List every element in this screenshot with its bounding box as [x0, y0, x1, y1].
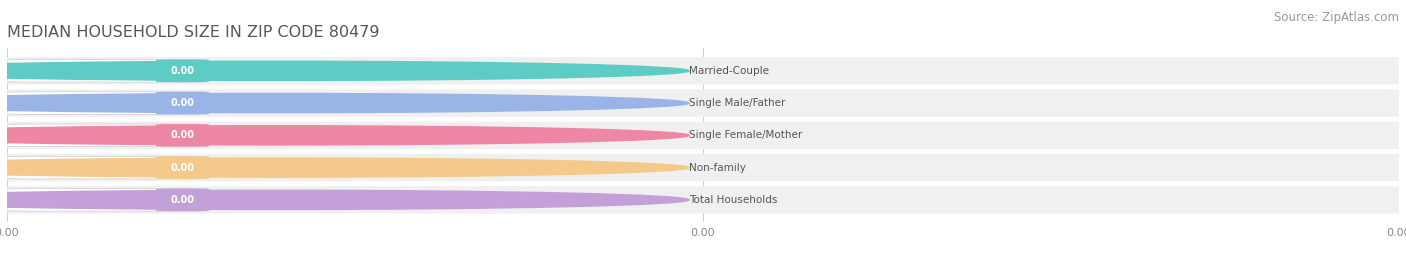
FancyBboxPatch shape	[7, 59, 209, 82]
FancyBboxPatch shape	[7, 154, 1399, 181]
Text: 0.00: 0.00	[170, 66, 194, 76]
Circle shape	[0, 94, 689, 113]
Text: 0.00: 0.00	[170, 163, 194, 173]
Text: 0.00: 0.00	[170, 195, 194, 205]
Text: Source: ZipAtlas.com: Source: ZipAtlas.com	[1274, 11, 1399, 24]
Text: 0.00: 0.00	[170, 130, 194, 140]
FancyBboxPatch shape	[7, 92, 209, 114]
Text: Single Male/Father: Single Male/Father	[689, 98, 786, 108]
FancyBboxPatch shape	[156, 189, 209, 211]
Circle shape	[0, 190, 689, 210]
Circle shape	[0, 61, 689, 80]
FancyBboxPatch shape	[7, 189, 209, 211]
Text: MEDIAN HOUSEHOLD SIZE IN ZIP CODE 80479: MEDIAN HOUSEHOLD SIZE IN ZIP CODE 80479	[7, 25, 380, 40]
Text: 0.00: 0.00	[170, 98, 194, 108]
Text: Total Households: Total Households	[689, 195, 778, 205]
FancyBboxPatch shape	[156, 156, 209, 179]
FancyBboxPatch shape	[156, 92, 209, 114]
Circle shape	[0, 126, 689, 145]
Text: Married-Couple: Married-Couple	[689, 66, 769, 76]
FancyBboxPatch shape	[156, 124, 209, 147]
FancyBboxPatch shape	[7, 124, 209, 147]
Text: Single Female/Mother: Single Female/Mother	[689, 130, 803, 140]
Text: Non-family: Non-family	[689, 163, 747, 173]
FancyBboxPatch shape	[156, 59, 209, 82]
FancyBboxPatch shape	[7, 89, 1399, 117]
FancyBboxPatch shape	[7, 186, 1399, 214]
Circle shape	[0, 158, 689, 177]
FancyBboxPatch shape	[7, 122, 1399, 149]
FancyBboxPatch shape	[7, 57, 1399, 84]
FancyBboxPatch shape	[7, 156, 209, 179]
